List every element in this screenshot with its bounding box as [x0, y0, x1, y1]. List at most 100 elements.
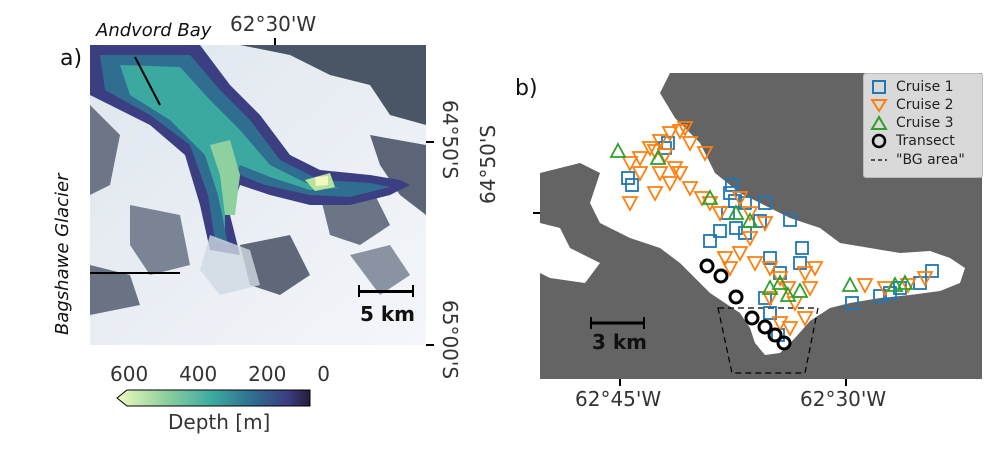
- cruise-2-station-marker: [731, 246, 749, 262]
- scale-bar-line-a: [358, 290, 414, 293]
- cruise-2-station-marker: [661, 176, 679, 192]
- colorbar-tick-600: 600: [110, 362, 149, 386]
- legend-label: Transect: [896, 133, 955, 149]
- cruise-2-station-marker: [711, 206, 729, 222]
- top-tick-mark: [274, 38, 276, 46]
- bottom-lon-tick-label-2: 62°30'W: [800, 387, 887, 411]
- scale-bar-label-a: 5 km: [360, 302, 416, 326]
- panel-b-label: b): [515, 76, 538, 101]
- right-tick-mark-1: [426, 141, 434, 143]
- right-tick-mark-2: [426, 344, 434, 346]
- transect-station-marker: [776, 335, 792, 351]
- cruise-2-station-marker: [661, 126, 679, 142]
- cruise-3-station-marker: [791, 282, 809, 298]
- cruise-2-station-marker: [856, 278, 874, 294]
- right-lat-tick-label-2: 65°00'S: [438, 300, 462, 380]
- cruise-1-station-marker: [925, 264, 939, 278]
- cruise-1-station-marker: [713, 224, 727, 238]
- cruise-2-station-marker: [741, 206, 759, 222]
- scale-bar-label-b: 3 km: [592, 330, 648, 354]
- legend-label: Cruise 1: [896, 79, 954, 95]
- cruise-2-station-marker: [681, 136, 699, 152]
- cruise-2-station-marker: [746, 256, 764, 272]
- cruise-3-station-marker: [841, 276, 859, 292]
- triangle-up-marker-icon: [870, 115, 888, 130]
- cruise-2-station-marker: [731, 191, 749, 207]
- cruise-2-station-marker: [721, 261, 739, 277]
- left-tick-mark: [533, 212, 540, 214]
- bottom-tick-mark-2: [845, 379, 847, 386]
- cruise-3-station-marker: [886, 276, 904, 292]
- left-lat-tick-label: 64°50'S: [476, 124, 500, 204]
- cruise-1-station-marker: [723, 186, 737, 200]
- cruise-2-station-marker: [651, 166, 669, 182]
- place-label-bagshawe-glacier: Bagshawe Glacier: [52, 173, 73, 336]
- cruise-2-station-marker: [899, 278, 917, 294]
- transect-station-marker: [728, 289, 744, 305]
- cruise-3-station-marker: [741, 212, 759, 228]
- cruise-1-station-marker: [729, 221, 743, 235]
- cruise-2-station-marker: [756, 216, 774, 232]
- legend: Cruise 1 Cruise 2 Cruise 3 Transect "BG …: [863, 73, 983, 178]
- transect-station-marker: [713, 268, 729, 284]
- square-marker-icon: [872, 80, 886, 94]
- water-inlet: [540, 223, 600, 283]
- cruise-3-station-marker: [701, 189, 719, 205]
- panel-a-label: a): [60, 46, 83, 71]
- cruise-2-station-marker: [631, 151, 649, 167]
- bottom-tick-mark-1: [619, 379, 621, 386]
- bottom-lon-tick-label-1: 62°45'W: [575, 387, 662, 411]
- cruise-1-station-marker: [758, 196, 772, 210]
- scale-bar-tick-left-a: [358, 285, 360, 297]
- cruise-1-station-marker: [725, 178, 739, 192]
- cruise-1-station-marker: [763, 306, 777, 320]
- transect-station-marker: [757, 319, 773, 335]
- bg-area-outline: [717, 307, 819, 374]
- cruise-2-station-marker: [676, 121, 694, 137]
- cruise-2-station-marker: [806, 261, 824, 277]
- legend-label: Cruise 2: [896, 97, 954, 113]
- colorbar-tick-200: 200: [248, 362, 287, 386]
- satellite-image: [90, 45, 426, 345]
- cruise-1-station-marker: [625, 178, 639, 192]
- cruise-2-station-marker: [646, 186, 664, 202]
- legend-label: Cruise 3: [896, 115, 954, 131]
- cruise-2-station-marker: [781, 321, 799, 337]
- cruise-1-station-marker: [621, 171, 635, 185]
- cruise-3-station-marker: [609, 142, 627, 158]
- cruise-2-station-marker: [671, 166, 689, 182]
- cruise-2-station-marker: [796, 311, 814, 327]
- cruise-3-station-marker: [896, 274, 914, 290]
- right-lat-tick-label-1: 64°50'S: [438, 100, 462, 180]
- cruise-2-station-marker: [631, 166, 649, 182]
- cruise-2-station-marker: [696, 146, 714, 162]
- cruise-1-station-marker: [873, 289, 887, 303]
- cruise-3-station-marker: [649, 149, 667, 165]
- station-markers: [609, 121, 939, 351]
- cruise-3-station-marker: [727, 204, 745, 220]
- cruise-3-station-marker: [779, 286, 797, 302]
- cruise-2-station-marker: [916, 271, 934, 287]
- colorbar-tick-400: 400: [179, 362, 218, 386]
- cruise-3-station-marker: [771, 274, 789, 290]
- cruise-1-station-marker: [783, 213, 797, 227]
- cruise-2-station-marker: [761, 261, 779, 277]
- cruise-1-station-marker: [795, 241, 809, 255]
- place-label-andvord-bay: Andvord Bay: [96, 20, 212, 41]
- scale-bar-tick-right-a: [412, 285, 414, 297]
- legend-item-cruise-1: Cruise 1: [870, 78, 954, 96]
- legend-item-bg-area: "BG area": [870, 151, 965, 169]
- legend-item-cruise-3: Cruise 3: [870, 114, 954, 132]
- dashed-line-icon: [871, 159, 887, 161]
- cruise-1-station-marker: [763, 251, 777, 265]
- colorbar-tick-0: 0: [317, 362, 330, 386]
- legend-item-transect: Transect: [870, 132, 955, 150]
- cruise-2-station-marker: [741, 231, 759, 247]
- top-lon-tick-label: 62°30'W: [230, 12, 317, 36]
- cruise-2-station-marker: [621, 196, 639, 212]
- triangle-down-marker-icon: [870, 99, 888, 113]
- transect-station-marker: [744, 310, 760, 326]
- cruise-2-station-marker: [796, 266, 814, 282]
- circle-marker-icon: [871, 133, 887, 149]
- cruise-2-station-marker: [621, 156, 639, 172]
